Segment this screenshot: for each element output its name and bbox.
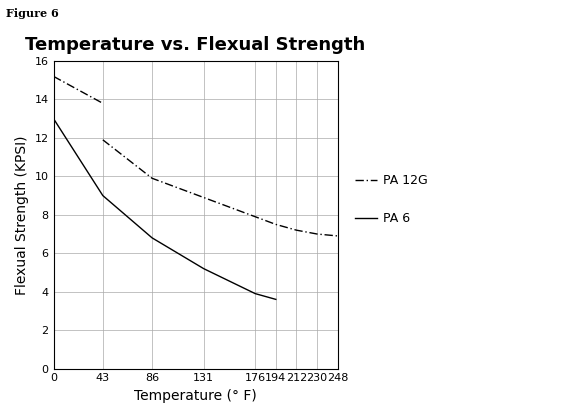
Title: Temperature vs. Flexual Strength: Temperature vs. Flexual Strength	[25, 36, 365, 54]
Text: Figure 6: Figure 6	[6, 8, 59, 19]
X-axis label: Temperature (° F): Temperature (° F)	[134, 389, 257, 403]
Y-axis label: Flexual Strength (KPSI): Flexual Strength (KPSI)	[15, 135, 29, 295]
Legend: PA 12G, PA 6: PA 12G, PA 6	[350, 169, 433, 230]
